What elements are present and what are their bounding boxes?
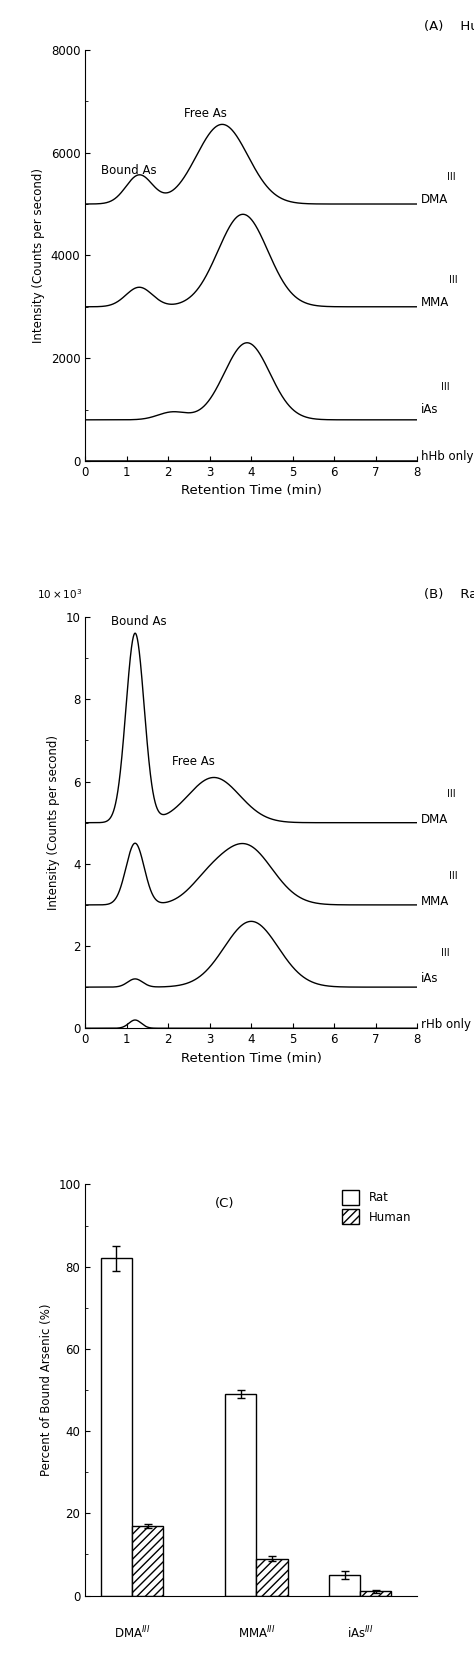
Text: DMA: DMA bbox=[421, 813, 448, 826]
Text: rHb only: rHb only bbox=[421, 1019, 471, 1032]
Text: III: III bbox=[447, 171, 456, 181]
Legend: Rat, Human: Rat, Human bbox=[342, 1190, 411, 1223]
Text: III: III bbox=[447, 789, 456, 799]
Bar bbox=[329, 1576, 360, 1596]
Text: (B)    Rat Hb: (B) Rat Hb bbox=[424, 588, 474, 600]
Bar bbox=[101, 1258, 132, 1596]
Text: DMA$^{III}$: DMA$^{III}$ bbox=[114, 1624, 150, 1640]
Text: MMA: MMA bbox=[421, 896, 449, 907]
Text: Bound As: Bound As bbox=[111, 615, 167, 628]
Text: Free As: Free As bbox=[184, 106, 227, 120]
Bar bbox=[360, 1592, 391, 1596]
Bar bbox=[132, 1526, 163, 1596]
Text: hHb only: hHb only bbox=[421, 450, 474, 464]
Y-axis label: Intensity (Counts per second): Intensity (Counts per second) bbox=[47, 735, 60, 911]
Text: MMA$^{III}$: MMA$^{III}$ bbox=[237, 1624, 275, 1640]
Text: III: III bbox=[441, 949, 449, 959]
Text: III: III bbox=[441, 382, 449, 392]
Text: III: III bbox=[449, 274, 458, 284]
Text: Bound As: Bound As bbox=[101, 165, 157, 178]
Text: Free As: Free As bbox=[172, 755, 215, 768]
Text: III: III bbox=[449, 871, 458, 881]
Bar bbox=[225, 1394, 256, 1596]
Text: iAs: iAs bbox=[421, 404, 439, 416]
Text: DMA: DMA bbox=[421, 193, 448, 206]
Bar bbox=[256, 1559, 288, 1596]
Y-axis label: Intensity (Counts per second): Intensity (Counts per second) bbox=[32, 168, 46, 342]
Text: (C): (C) bbox=[215, 1197, 235, 1210]
Text: iAs: iAs bbox=[421, 972, 439, 986]
Text: MMA: MMA bbox=[421, 296, 449, 309]
Text: $10\times10^3$: $10\times10^3$ bbox=[36, 587, 82, 600]
Text: iAs$^{III}$: iAs$^{III}$ bbox=[347, 1624, 374, 1640]
Text: (A)    Human Hb: (A) Human Hb bbox=[424, 20, 474, 33]
Y-axis label: Percent of Bound Arsenic (%): Percent of Bound Arsenic (%) bbox=[40, 1303, 53, 1476]
X-axis label: Retention Time (min): Retention Time (min) bbox=[181, 1052, 322, 1065]
X-axis label: Retention Time (min): Retention Time (min) bbox=[181, 484, 322, 497]
